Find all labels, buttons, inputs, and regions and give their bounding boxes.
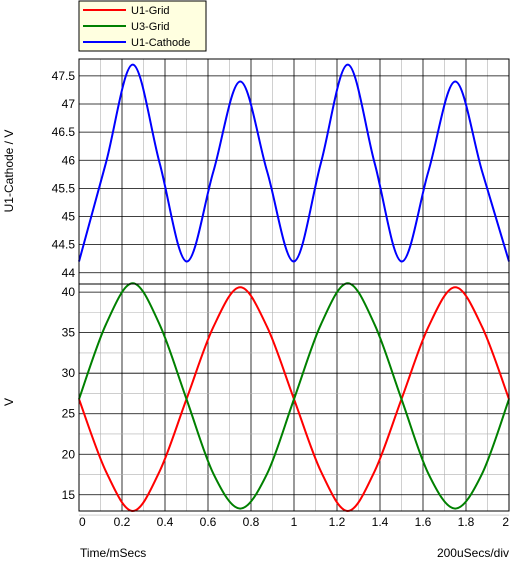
bottom-series [78,282,510,513]
x-scale-label: 200uSecs/div [437,546,509,560]
x-tick-label: 0.2 [114,515,131,529]
series-u1-cathode [78,63,510,263]
series-u3-grid [78,282,510,510]
y-tick-label: 15 [62,488,76,502]
legend-label-u1-cathode: U1-Cathode [131,37,190,49]
legend: U1-Grid U3-Grid U1-Cathode [78,0,207,52]
top-y-axis-label: U1-Cathode / V [2,130,16,213]
x-tick-label: 1.4 [372,515,389,529]
x-tick-label: 0 [79,515,86,529]
y-tick-label: 47.5 [52,69,76,83]
y-tick-label: 46.5 [52,125,76,139]
legend-label-u1-grid: U1-Grid [131,5,170,17]
top-y-ticks: 44 44.5 45 45.5 46 46.5 47 47.5 [52,69,76,280]
x-axis-label: Time/mSecs [80,546,146,560]
x-tick-label: 1.8 [458,515,475,529]
y-tick-label: 47 [62,97,76,111]
y-tick-label: 25 [62,407,76,421]
x-tick-label: 0.4 [157,515,174,529]
x-tick-label: 0.8 [243,515,260,529]
bottom-grid [78,284,510,516]
y-tick-label: 45 [62,210,76,224]
bottom-y-axis-label: V [2,398,16,406]
y-tick-label: 20 [62,447,76,461]
x-tick-label: 2 [502,515,509,529]
y-tick-label: 40 [62,285,76,299]
x-tick-label: 0.6 [200,515,217,529]
y-tick-label: 44.5 [52,238,76,252]
y-tick-label: 35 [62,326,76,340]
x-tick-label: 1.2 [329,515,346,529]
x-tick-label: 1 [291,515,298,529]
y-tick-label: 45.5 [52,181,76,195]
bottom-panel: 15 20 25 30 35 40 0 0.2 0.4 0.6 0.8 1 1.2 1.4 1.6 1.8 2… [2,282,510,560]
y-tick-label: 30 [62,366,76,380]
x-tick-label: 1.6 [415,515,432,529]
y-tick-label: 44 [62,266,76,280]
x-ticks: 0 0.2 0.4 0.6 0.8 1 1.2 1.4 1.6 1.8 2 [79,515,509,529]
bottom-frame [78,283,510,512]
y-tick-label: 46 [62,153,76,167]
bottom-y-ticks: 15 20 25 30 35 40 [62,285,76,502]
top-series [78,63,510,263]
legend-label-u3-grid: U3-Grid [131,21,170,33]
